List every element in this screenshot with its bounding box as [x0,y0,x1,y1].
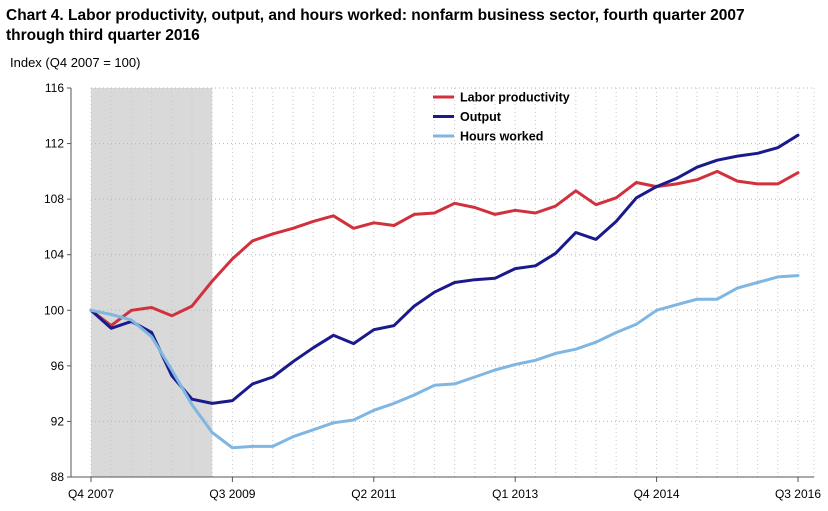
y-tick-label: 100 [44,303,64,317]
series-line-output [89,133,800,405]
axis-layer: 88 92 96 100 104 108 112 116 Q4 2007 Q3 2009 Q2 20… [44,81,821,501]
x-tick-label: Q2 2011 [351,487,396,501]
y-tick-label: 116 [45,81,64,95]
x-tick-label: Q3 2016 [775,487,821,501]
legend-labor-productivity-label: Labor productivity [460,91,570,105]
legend: Labor productivity Output Hours worked [433,91,570,144]
x-tick-label: Q4 2007 [68,487,114,501]
x-tick-label: Q4 2014 [634,487,680,501]
y-tick-label: 96 [51,359,65,373]
legend-output-label: Output [460,110,502,124]
y-tick-label: 88 [51,470,65,484]
legend-hours-worked-label: Hours worked [460,130,543,144]
y-tick-label: 92 [51,414,65,428]
x-tick-label: Q3 2009 [209,487,255,501]
series-line-labor-productivity [89,169,800,328]
y-tick-label: 104 [44,248,64,262]
recession-shading [91,88,213,477]
y-tick-label: 112 [45,137,64,151]
y-axis-label: Index (Q4 2007 = 100) [10,55,141,70]
series-layer [89,133,800,450]
recession-shading-layer [91,88,213,477]
series-line-hours-worked [89,274,800,450]
y-tick-label: 108 [44,192,64,206]
grid-layer [90,87,815,477]
chart-title: Chart 4. Labor productivity, output, and… [6,7,745,44]
x-tick-label: Q1 2013 [492,487,538,501]
